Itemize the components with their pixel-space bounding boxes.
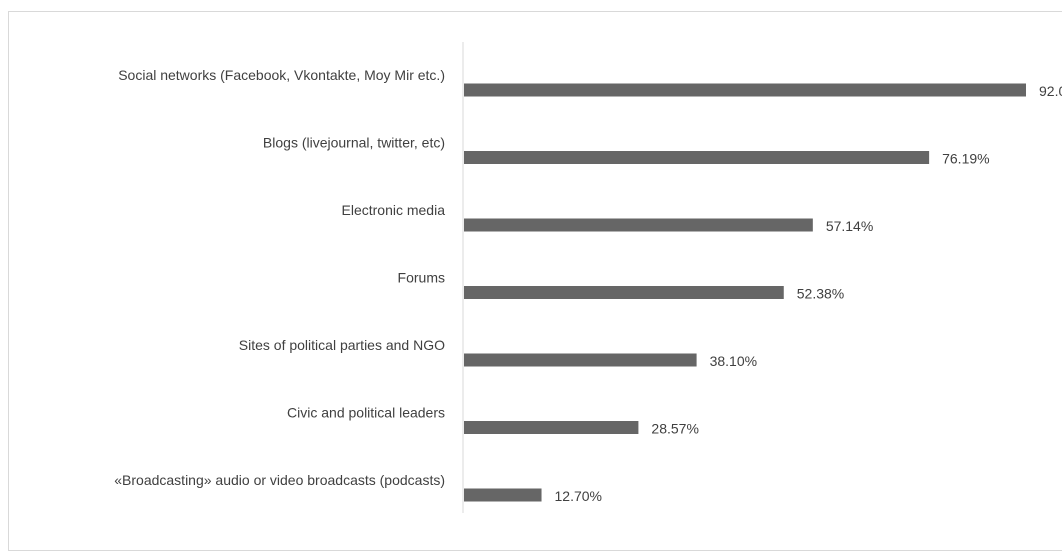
category-labels-group: Social networks (Facebook, Vkontakte, Mo… [114, 67, 445, 488]
value-label: 28.57% [651, 421, 698, 437]
category-label: «Broadcasting» audio or video broadcasts… [114, 472, 445, 488]
value-label: 92.06% [1039, 83, 1062, 99]
value-labels-group: 92.06% 76.19% 57.14% 52.38% 38.10% 28.57% 12.7… [555, 83, 1062, 504]
bar [464, 421, 639, 434]
bar [464, 218, 813, 232]
bar [464, 83, 1026, 97]
bar [464, 488, 542, 502]
bar [464, 286, 784, 299]
category-label: Civic and political leaders [287, 405, 445, 421]
value-label: 52.38% [797, 286, 844, 302]
value-label: 76.19% [942, 151, 989, 167]
bars-group [464, 83, 1026, 502]
bar-chart: Social networks (Facebook, Vkontakte, Mo… [114, 42, 1062, 513]
bar [464, 151, 930, 164]
bar [464, 353, 697, 367]
category-label: Electronic media [342, 202, 446, 218]
category-label: Social networks (Facebook, Vkontakte, Mo… [118, 67, 445, 83]
value-label: 12.70% [555, 488, 602, 504]
category-label: Sites of political parties and NGO [239, 337, 445, 353]
value-label: 38.10% [710, 353, 757, 369]
chart-frame [8, 11, 1062, 551]
category-label: Blogs (livejournal, twitter, etc) [263, 135, 445, 151]
category-label: Forums [398, 270, 445, 286]
value-label: 57.14% [826, 218, 873, 234]
